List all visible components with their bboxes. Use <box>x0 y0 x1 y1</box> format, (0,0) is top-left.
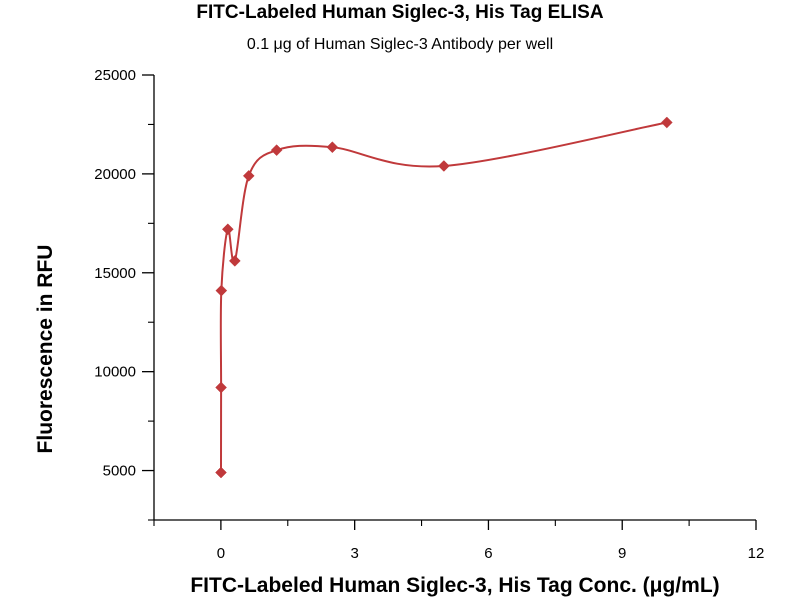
data-point <box>215 284 228 297</box>
y-axis-ticks: 5000 10000 15000 20000 25000 <box>94 67 154 521</box>
data-point <box>221 223 234 236</box>
x-tick-label: 12 <box>748 545 765 562</box>
x-tick-label: 9 <box>618 545 626 562</box>
x-axis-ticks: 0 3 6 9 12 <box>153 520 765 562</box>
y-tick-label: 20000 <box>94 166 136 183</box>
data-point <box>242 170 255 182</box>
x-tick-label: 0 <box>217 545 225 562</box>
x-axis-title: FITC-Labeled Human Siglec-3, His Tag Con… <box>190 574 719 597</box>
x-tick-label: 6 <box>484 545 492 562</box>
data-point <box>437 160 450 172</box>
data-point <box>215 381 227 394</box>
y-tick-label: 5000 <box>103 463 136 480</box>
y-tick-label: 15000 <box>94 265 136 282</box>
data-points-layer <box>215 116 673 479</box>
y-tick-label: 10000 <box>94 364 136 381</box>
y-axis-title: Fluorescence in RFU <box>34 245 57 454</box>
fit-curve-layer <box>219 121 668 473</box>
data-point <box>215 466 227 479</box>
data-point <box>228 255 241 267</box>
y-tick-label: 25000 <box>94 67 136 84</box>
chart-title: FITC-Labeled Human Siglec-3, His Tag ELI… <box>196 2 604 23</box>
fit-curve <box>219 121 668 473</box>
x-tick-label: 3 <box>350 545 358 562</box>
chart-subtitle: 0.1 μg of Human Siglec-3 Antibody per we… <box>246 36 554 53</box>
axes <box>153 75 756 521</box>
data-point <box>660 116 673 129</box>
data-point <box>270 144 283 157</box>
data-point <box>326 141 339 154</box>
